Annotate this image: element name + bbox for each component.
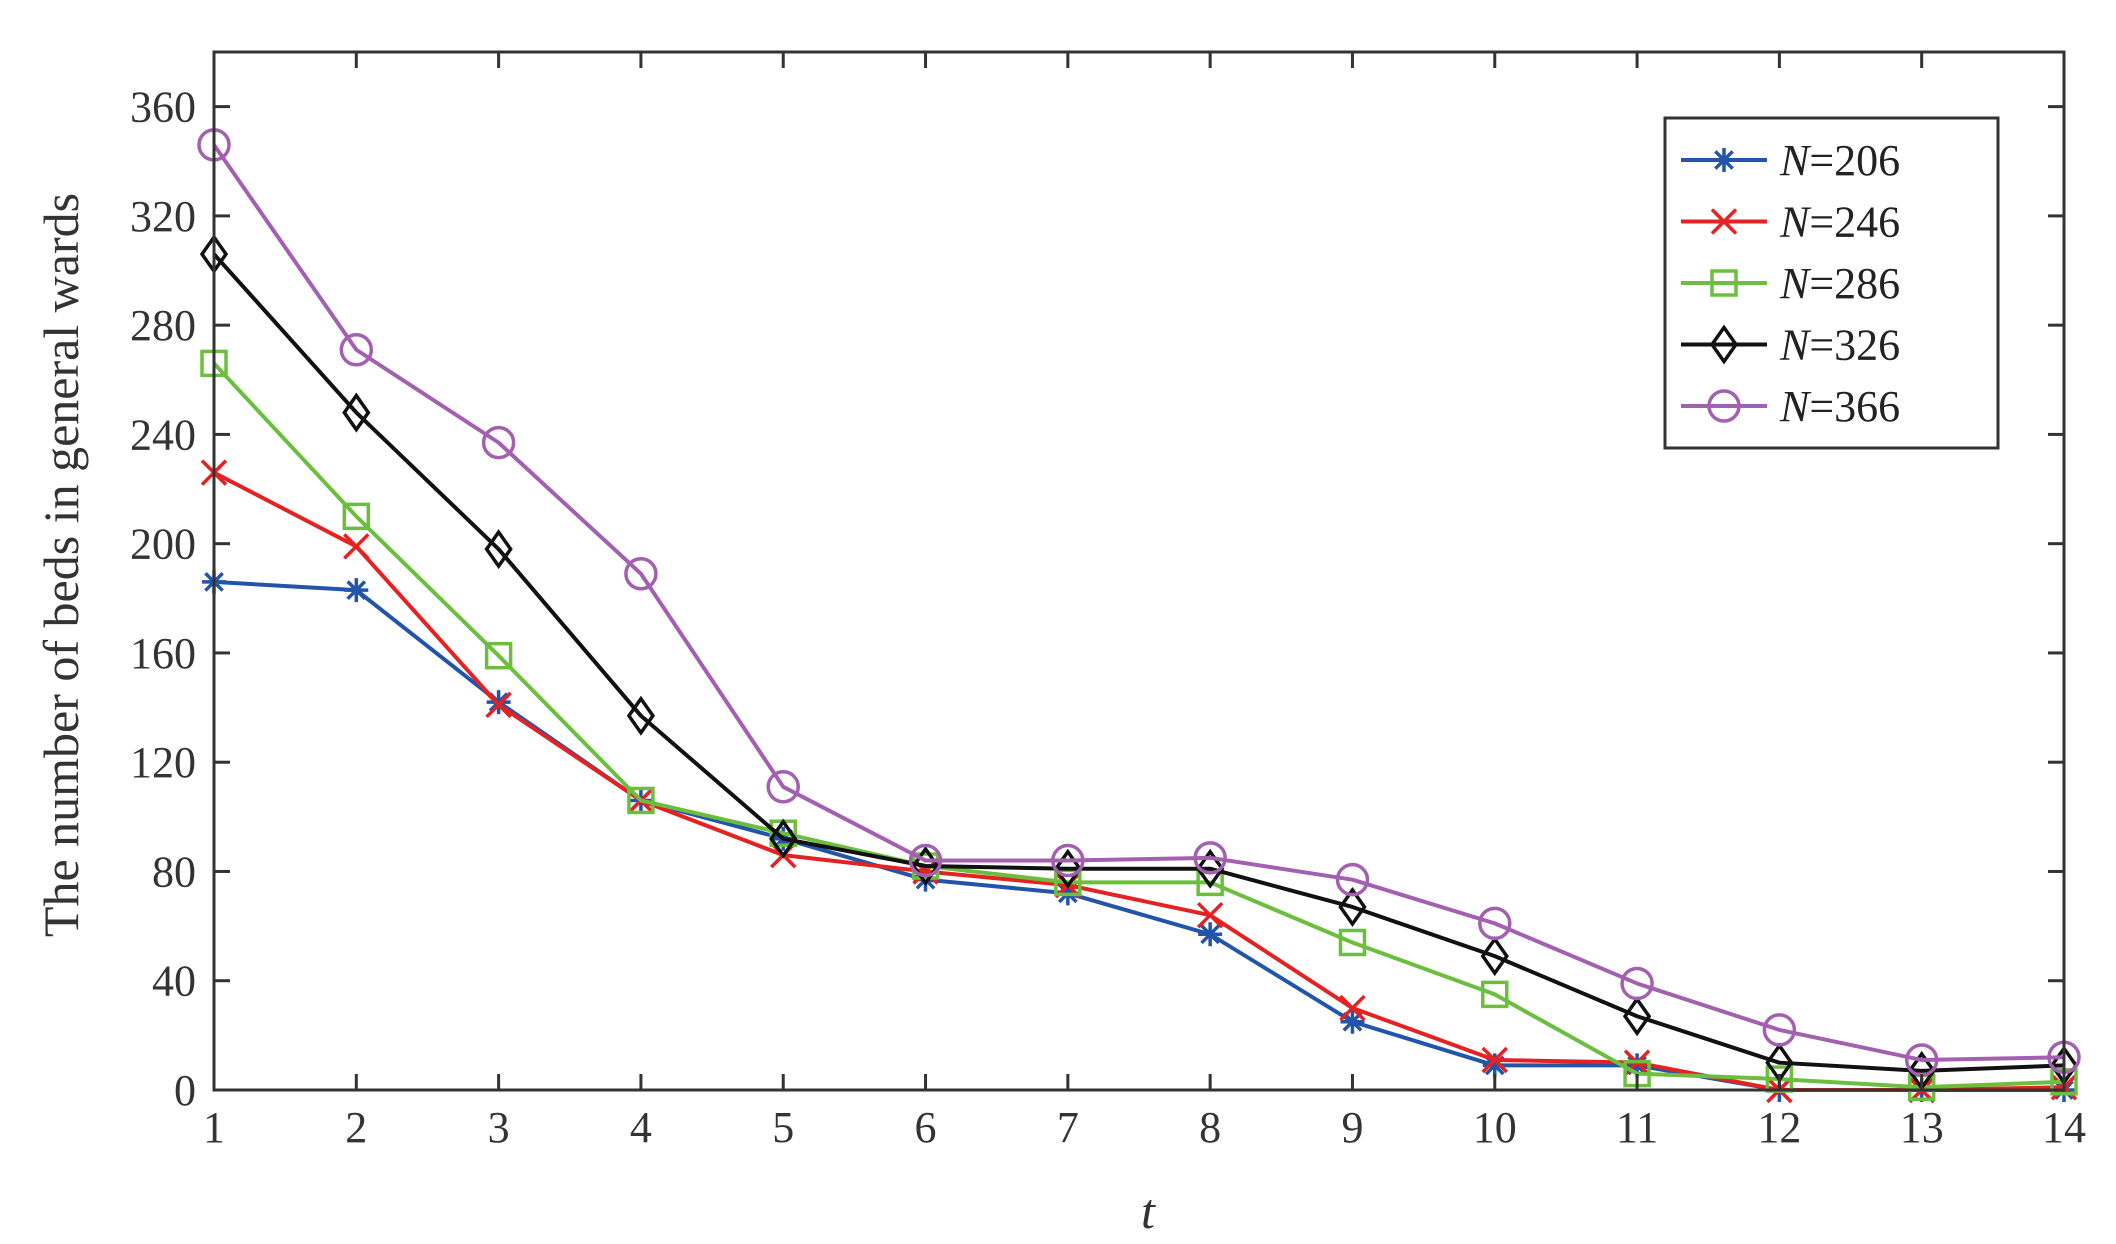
legend-label: N=326	[1779, 321, 1900, 370]
data-point	[1625, 1053, 1650, 1078]
data-point	[769, 818, 798, 859]
data-point	[1622, 996, 1652, 1037]
data-point	[342, 392, 371, 433]
data-point	[1335, 862, 1370, 897]
data-point	[1481, 980, 1509, 1009]
y-axis-label: The number of beds in general wards	[33, 193, 89, 937]
data-point	[1053, 848, 1082, 889]
legend-item: N=326	[1681, 321, 1900, 370]
legend-label: N=246	[1779, 198, 1900, 247]
series-line	[212, 362, 2065, 1090]
x-tick-label: 8	[1199, 1103, 1221, 1152]
data-point	[1196, 848, 1225, 889]
data-point	[481, 425, 516, 460]
data-point	[1478, 906, 1512, 941]
x-tick-label: 11	[1616, 1103, 1658, 1152]
x-tick-label: 12	[1757, 1103, 1801, 1152]
legend-item: N=286	[1681, 259, 1900, 308]
legend-marker	[1710, 269, 1738, 297]
series-3	[200, 349, 2078, 1102]
data-point	[484, 641, 513, 670]
y-tick-label: 160	[130, 629, 196, 678]
legend-label: N=206	[1779, 136, 1900, 185]
data-point	[624, 556, 658, 591]
y-tick-label: 280	[130, 301, 196, 350]
series-1	[202, 569, 2076, 1102]
x-tick-label: 4	[630, 1103, 652, 1152]
x-tick-label: 6	[915, 1103, 937, 1152]
data-point	[1198, 922, 1223, 947]
data-point	[1481, 1046, 1509, 1074]
series-line	[212, 252, 2065, 1073]
data-point	[1051, 843, 1085, 878]
data-point	[1482, 1053, 1507, 1078]
data-point	[1196, 901, 1224, 929]
series-line	[212, 143, 2065, 1062]
data-point	[1339, 994, 1366, 1022]
x-tick-label: 10	[1473, 1103, 1517, 1152]
data-point	[342, 502, 371, 531]
series-2	[200, 459, 2078, 1104]
x-tick-label: 3	[488, 1103, 510, 1152]
series-line	[213, 579, 2064, 1092]
y-tick-label: 80	[152, 847, 196, 896]
legend-marker	[1707, 389, 1741, 423]
x-tick-label: 9	[1341, 1103, 1363, 1152]
x-tick-label: 14	[2042, 1103, 2086, 1152]
x-tick-label: 13	[1900, 1103, 1944, 1152]
data-point	[343, 533, 370, 560]
plot-marks	[197, 128, 2081, 1104]
data-point	[626, 695, 656, 736]
legend-item: N=366	[1681, 382, 1900, 431]
legend-marker	[1710, 208, 1738, 235]
y-tick-label: 40	[152, 957, 196, 1006]
x-tick-label: 1	[203, 1103, 225, 1152]
data-point	[1762, 1013, 1797, 1047]
y-tick-label: 0	[174, 1066, 196, 1115]
data-point	[1480, 936, 1509, 977]
data-point	[1340, 1009, 1365, 1034]
data-point	[627, 786, 655, 815]
data-point	[1338, 886, 1367, 928]
axes: 1 2 3 4 5 6 7 8 9 10 11 12 13 14040801201602002402803…	[130, 50, 2086, 1152]
legend: N=206 N=246 N=286 N=326 N=366	[1663, 116, 2000, 450]
y-tick-label: 120	[130, 738, 196, 787]
legend-label: N=286	[1779, 259, 1900, 308]
data-point	[344, 578, 369, 603]
plot-frame	[212, 50, 2066, 1092]
x-tick-label: 2	[345, 1103, 367, 1152]
data-point	[908, 843, 943, 878]
series-line	[213, 470, 2065, 1092]
legend-item: N=246	[1681, 198, 1900, 247]
y-tick-label: 320	[130, 192, 196, 241]
legend-marker	[1712, 148, 1736, 172]
x-tick-label: 5	[772, 1103, 794, 1152]
data-point	[1620, 966, 1654, 1001]
legend-label: N=366	[1779, 382, 1900, 431]
data-point	[485, 691, 512, 719]
data-point	[339, 332, 374, 367]
y-tick-label: 240	[130, 410, 196, 459]
data-point	[1338, 928, 1367, 957]
data-point	[484, 529, 513, 570]
legend-marker	[1709, 324, 1739, 365]
y-tick-label: 360	[130, 83, 196, 132]
legend-item: N=206	[1681, 136, 1900, 185]
y-tick-label: 200	[130, 520, 196, 569]
x-axis-label: t	[1141, 1183, 1156, 1239]
data-point	[766, 770, 800, 804]
x-tick-label: 7	[1057, 1103, 1079, 1152]
data-point	[1193, 841, 1227, 875]
